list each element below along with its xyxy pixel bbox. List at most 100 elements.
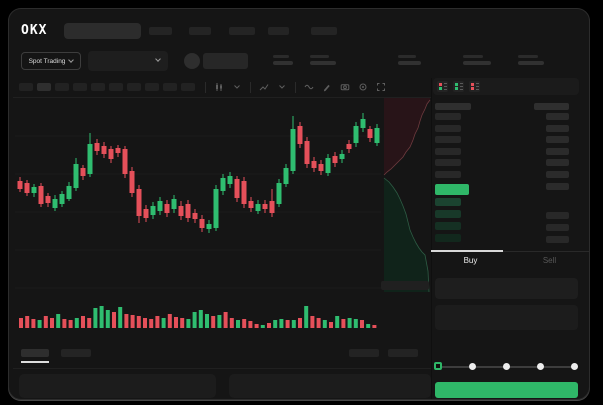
slider-stop[interactable] xyxy=(468,363,476,370)
amount-field[interactable] xyxy=(435,305,578,330)
candle xyxy=(192,213,198,219)
volume-bar xyxy=(99,306,104,328)
candle xyxy=(31,187,37,193)
gear-icon[interactable] xyxy=(358,82,368,92)
price-field[interactable] xyxy=(435,278,578,299)
interval-button[interactable] xyxy=(181,83,195,91)
pair-select[interactable] xyxy=(88,51,168,71)
bid-price-placeholder[interactable] xyxy=(435,210,461,218)
pencil-icon[interactable] xyxy=(322,82,332,92)
bid-price-placeholder[interactable] xyxy=(435,222,461,230)
tab-sell[interactable]: Sell xyxy=(542,256,557,265)
wave-icon[interactable] xyxy=(304,82,314,92)
avatar[interactable] xyxy=(184,53,200,69)
market-type-selector[interactable]: Spot Trading xyxy=(21,52,81,70)
volume-bar xyxy=(118,307,123,328)
bottom-toolbar-button[interactable] xyxy=(388,349,418,357)
ask-price-placeholder[interactable] xyxy=(435,159,461,166)
volume-bar xyxy=(217,315,222,328)
bottom-tab[interactable] xyxy=(61,349,91,357)
stat-label-placeholder xyxy=(273,55,289,58)
bid-amount-placeholder xyxy=(546,236,569,243)
chevron-down-icon[interactable] xyxy=(277,82,287,92)
book-split-icon[interactable] xyxy=(437,81,448,92)
slider-stop[interactable] xyxy=(536,363,544,370)
volume-bar xyxy=(19,318,23,328)
book-asks-icon[interactable] xyxy=(469,81,480,92)
interval-button[interactable] xyxy=(127,83,141,91)
candle xyxy=(213,189,219,228)
search-box[interactable] xyxy=(64,23,141,39)
ask-price-placeholder[interactable] xyxy=(435,125,461,132)
toolbar-divider xyxy=(13,97,431,98)
volume-bar xyxy=(205,314,209,328)
interval-button[interactable] xyxy=(109,83,123,91)
volume-bar xyxy=(37,320,42,328)
interval-button[interactable] xyxy=(19,83,33,91)
slider-stop[interactable] xyxy=(502,363,510,370)
bottom-tab[interactable] xyxy=(21,349,49,357)
dock-divider xyxy=(13,368,431,369)
ask-price-placeholder[interactable] xyxy=(435,171,461,178)
volume-bar xyxy=(260,325,265,328)
buy-submit-button[interactable] xyxy=(435,382,578,398)
nav-item[interactable] xyxy=(149,27,172,35)
candle xyxy=(332,156,338,163)
last-price-bar[interactable] xyxy=(435,184,469,195)
candle xyxy=(178,206,184,216)
interval-button[interactable] xyxy=(91,83,105,91)
chart-tools-toolbar xyxy=(205,78,386,96)
candles-icon[interactable] xyxy=(214,82,224,92)
candle xyxy=(360,119,366,128)
volume-bar xyxy=(31,319,36,328)
bid-price-placeholder[interactable] xyxy=(435,198,461,206)
camera-icon[interactable] xyxy=(340,82,350,92)
candle xyxy=(318,164,324,171)
candle xyxy=(199,219,205,228)
bid-amount-placeholder xyxy=(546,224,569,231)
stat-value-placeholder xyxy=(518,61,544,65)
ask-amount-placeholder xyxy=(546,125,569,132)
volume-bar xyxy=(143,318,147,328)
ask-price-placeholder[interactable] xyxy=(435,136,461,143)
app-window: OKX Spot Trading Buy Sell xyxy=(8,8,590,400)
icon-part xyxy=(476,83,479,84)
nav-item[interactable] xyxy=(268,27,289,35)
candle xyxy=(150,206,156,215)
bottom-toolbar-button[interactable] xyxy=(349,349,379,357)
volume-bar xyxy=(174,317,178,328)
expand-icon[interactable] xyxy=(376,82,386,92)
slider-handle[interactable] xyxy=(434,362,442,370)
interval-button[interactable] xyxy=(55,83,69,91)
line-chart-icon[interactable] xyxy=(259,82,269,92)
interval-button[interactable] xyxy=(37,83,51,91)
slider-stop[interactable] xyxy=(570,363,578,370)
bid-price-placeholder[interactable] xyxy=(435,234,461,242)
book-bids-icon[interactable] xyxy=(453,81,464,92)
chevron-down-icon xyxy=(68,57,75,63)
ask-price-placeholder[interactable] xyxy=(435,113,461,120)
nav-item[interactable] xyxy=(189,27,211,35)
volume-bar xyxy=(149,319,154,328)
candle xyxy=(255,204,261,211)
toolbar-separator xyxy=(295,81,296,93)
ask-price-placeholder[interactable] xyxy=(435,148,461,155)
nav-item[interactable] xyxy=(311,27,337,35)
volume-bar xyxy=(62,319,67,328)
interval-button[interactable] xyxy=(163,83,177,91)
interval-button[interactable] xyxy=(145,83,159,91)
header-action-button[interactable] xyxy=(203,53,248,69)
tab-buy[interactable]: Buy xyxy=(463,256,478,265)
volume-bar xyxy=(223,312,228,328)
volume-bar xyxy=(242,319,247,328)
candle xyxy=(346,144,352,149)
volume-bar xyxy=(50,318,54,328)
candle xyxy=(73,164,79,188)
chevron-down-icon[interactable] xyxy=(232,82,242,92)
depth-bids-line xyxy=(383,177,430,293)
price-chart[interactable] xyxy=(13,97,431,341)
amount-slider[interactable] xyxy=(434,358,582,374)
volume-bar xyxy=(229,318,234,328)
interval-button[interactable] xyxy=(73,83,87,91)
nav-item[interactable] xyxy=(229,27,255,35)
